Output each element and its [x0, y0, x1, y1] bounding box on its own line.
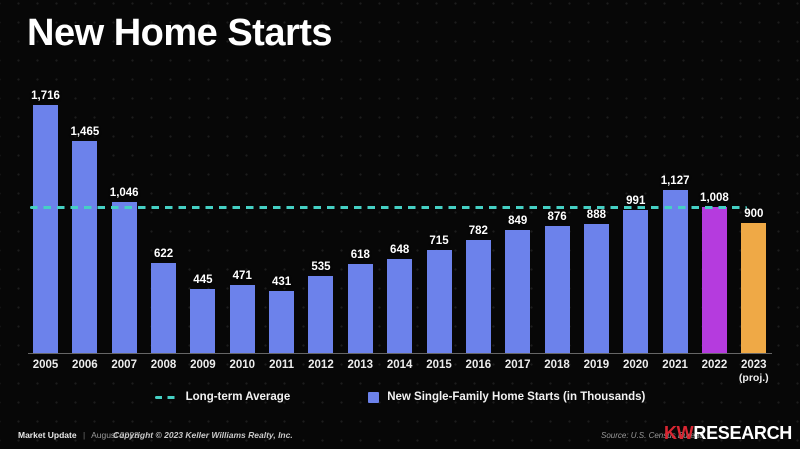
bar-year-label: 2005: [32, 359, 59, 371]
bar-group-2014: 648 2014: [380, 244, 420, 371]
bar-group-2006: 1,465 2006: [65, 125, 105, 371]
logo-research-text: RESEARCH: [693, 423, 792, 443]
legend-item-average: Long-term Average: [154, 391, 291, 403]
bar-year-label: 2020: [622, 359, 649, 371]
footer-brand: Market Update: [18, 430, 77, 440]
long-term-average-line: [30, 206, 747, 209]
bar-value-label: 849: [508, 215, 528, 228]
legend-average-label: Long-term Average: [185, 391, 291, 403]
bar: [583, 224, 609, 353]
bar-year-label: 2018: [544, 359, 570, 371]
bar-year-label: 2016: [465, 359, 492, 371]
bar-year-label: 2012: [308, 359, 334, 371]
bar-year-label: 2011: [269, 359, 295, 371]
bar-group-2018: 876 2018: [537, 211, 577, 371]
page-title: New Home Starts: [27, 12, 333, 54]
bar-group-2017: 849 2017: [498, 215, 538, 371]
bar: [229, 284, 255, 353]
bar-group-2016: 782 2016: [458, 224, 498, 371]
footer-separator: |: [82, 430, 86, 440]
bar: [465, 239, 491, 353]
bar-value-label: 1,046: [109, 186, 139, 199]
bar: [308, 275, 334, 353]
x-axis-line: [28, 353, 772, 354]
bar: [33, 104, 58, 353]
bar-value-label: 618: [350, 248, 370, 261]
bar-value-label: 876: [547, 211, 567, 224]
projection-suffix: (proj.): [738, 372, 769, 385]
bar-value-label: 782: [468, 224, 488, 237]
bar-year-label: 2017: [504, 359, 531, 371]
footer-copyright: Copyright © 2023 Keller Williams Realty,…: [113, 430, 293, 440]
bar-group-2015: 715 2015: [419, 234, 459, 372]
bar-value-label: 888: [586, 209, 606, 222]
bar: [111, 201, 137, 353]
bar: [269, 290, 295, 353]
bar-year-label: 2013: [347, 359, 374, 371]
bar-group-2012: 535 2012: [301, 260, 341, 372]
kw-research-logo: KWRESEARCH: [664, 423, 792, 444]
bar-value-label: 715: [429, 234, 449, 247]
bar-year-label: 2014: [386, 359, 413, 371]
bar: [190, 288, 216, 353]
bar-year-label: 2010: [229, 359, 256, 371]
bar-value-label: 900: [744, 207, 764, 220]
bar-value-label: 648: [390, 244, 410, 257]
footer-left: Market Update | August 2023: [18, 430, 139, 440]
bar-value-label: 1,008: [700, 192, 729, 204]
bar-year-label: 2019: [583, 359, 610, 371]
bar: [426, 249, 452, 353]
bar-group-2005: 1,716 2005: [26, 89, 66, 372]
bar-value-label: 622: [153, 247, 174, 260]
bar: [347, 263, 373, 353]
bar-value-label: 991: [626, 194, 646, 207]
bar-year-label: 2008: [150, 359, 177, 371]
bar: [701, 207, 727, 353]
bar-group-2008: 622 2008: [144, 247, 184, 371]
footer-source: Source: U.S. Census Bureau: [601, 431, 704, 440]
bar-group-2009: 445 2009: [183, 273, 223, 371]
bar-value-label: 445: [193, 273, 213, 286]
bar-value-label: 1,127: [660, 174, 690, 187]
bar-group-2022: 1,008 2022: [694, 192, 734, 371]
bar: [151, 262, 177, 353]
bar-value-label: 471: [232, 269, 252, 282]
bar-value-label: 431: [272, 275, 292, 288]
bar-group-2020: 991 2020: [616, 194, 656, 372]
bar-group-2021: 1,127 2021: [655, 174, 695, 371]
dashed-line-icon: [154, 395, 178, 399]
bar-year-label: 2023 (proj.): [738, 359, 769, 385]
bar-group-2007: 1,046 2007: [104, 186, 144, 372]
bar-group-2023: 900 2023 (proj.): [734, 207, 774, 385]
bar: [662, 189, 688, 353]
bar-year-label: 2009: [190, 359, 216, 371]
bar-swatch-icon: [368, 391, 380, 403]
bar-year-label: 2006: [72, 359, 98, 371]
bar: [72, 140, 98, 353]
bar-year-label: 2022: [701, 359, 728, 371]
bar: [505, 230, 531, 353]
bar-group-2013: 618 2013: [340, 248, 380, 372]
bar-value-label: 535: [311, 260, 331, 273]
bar: [623, 209, 649, 353]
bar-year-label: 2007: [111, 359, 137, 371]
bar: [544, 226, 570, 353]
bar-year-label: 2015: [426, 359, 452, 371]
bar: [387, 259, 413, 353]
bar-group-2011: 431 2011: [262, 275, 302, 371]
bar-year-label: 2021: [662, 359, 688, 371]
bar-group-2010: 471 2010: [222, 269, 262, 371]
bar-group-2019: 888 2019: [576, 209, 616, 371]
legend-item-series: New Single-Family Home Starts (in Thousa…: [368, 391, 645, 403]
bar-value-label: 1,716: [31, 89, 60, 102]
legend-series-label: New Single-Family Home Starts (in Thousa…: [387, 391, 646, 403]
chart-legend: Long-term Average New Single-Family Home…: [0, 391, 800, 403]
bar: [741, 222, 767, 353]
footer-date: August 2023: [91, 430, 139, 440]
bar-value-label: 1,465: [70, 125, 100, 138]
logo-kw-text: KW: [663, 423, 694, 443]
bar-chart: 1,716 2005 1,465 2006 1,046 2007 622 2008 445 200…: [28, 90, 774, 385]
